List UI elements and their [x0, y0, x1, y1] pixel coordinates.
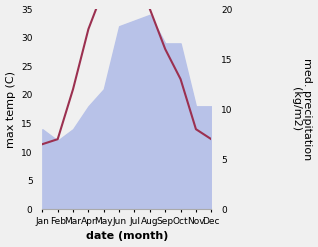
- Y-axis label: med. precipitation
(kg/m2): med. precipitation (kg/m2): [291, 58, 313, 160]
- Y-axis label: max temp (C): max temp (C): [5, 71, 16, 148]
- X-axis label: date (month): date (month): [86, 231, 168, 242]
